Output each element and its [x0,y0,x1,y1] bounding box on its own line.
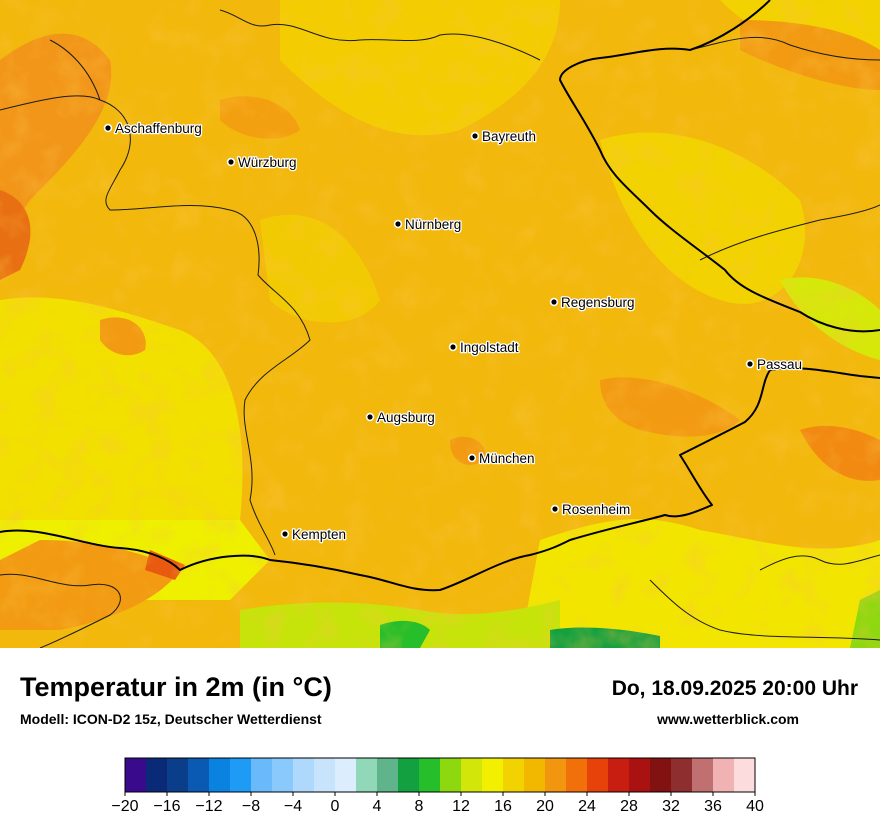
city-dot [226,157,236,167]
colorbar-tick-label: 36 [704,798,722,815]
colorbar-swatch [314,758,336,792]
city-label: Kempten [292,527,346,542]
colorbar-swatch [692,758,714,792]
colorbar-swatch [524,758,546,792]
colorbar-tick-label: 8 [415,798,424,815]
colorbar-frame [124,757,756,793]
city-kempten: Kempten [280,526,347,543]
city-bayreuth: Bayreuth [470,128,537,145]
colorbar-tick-label: 32 [662,798,680,815]
footer-panel [0,648,880,830]
city-dot [549,297,559,307]
colorbar-tick-label: 12 [452,798,470,815]
city-rosenheim: Rosenheim [550,501,632,518]
city-ingolstadt: Ingolstadt [448,339,520,356]
city-dot [470,131,480,141]
colorbar-swatch [629,758,651,792]
city-münchen: München [467,450,536,467]
colorbar-swatch [419,758,441,792]
colorbar-tick-label: 0 [331,798,340,815]
city-aschaffenburg: Aschaffenburg [103,120,203,137]
colorbar-tick-label: 28 [620,798,638,815]
city-label: München [479,451,535,466]
colorbar-tick-label: −16 [153,798,180,815]
city-dot [280,529,290,539]
colorbar-swatch [482,758,504,792]
website-link[interactable]: www.wetterblick.com [657,711,799,727]
colorbar-swatch [566,758,588,792]
city-label: Regensburg [561,295,635,310]
city-dot [448,342,458,352]
colorbar-swatch [356,758,378,792]
colorbar-swatch [650,758,672,792]
city-augsburg: Augsburg [365,409,436,426]
city-label: Bayreuth [482,129,536,144]
colorbar-swatch [293,758,315,792]
city-nürnberg: Nürnberg [393,216,463,233]
bavaria-border [0,0,880,592]
city-label: Würzburg [238,155,297,170]
city-label: Nürnberg [405,217,461,232]
colorbar-swatch [377,758,399,792]
colorbar-swatch [503,758,525,792]
colorbar-tick-label: −20 [111,798,138,815]
colorbar-swatch [608,758,630,792]
colorbar-swatch [461,758,483,792]
colorbar-swatch [167,758,189,792]
city-label: Augsburg [377,410,435,425]
valid-datetime: Do, 18.09.2025 20:00 Uhr [611,677,858,700]
colorbar-tick-label: 16 [494,798,512,815]
colorbar-swatch [251,758,273,792]
city-dot [393,219,403,229]
city-dot [745,359,755,369]
colorbar-tick-label: −4 [284,798,302,815]
city-dot [103,123,113,133]
colorbar-swatch [146,758,168,792]
model-subtitle: Modell: ICON-D2 15z, Deutscher Wetterdie… [20,711,322,727]
colorbar-swatch [125,758,147,792]
colorbar-tick-label: 24 [578,798,596,815]
city-dot [467,453,477,463]
colorbar-tick-label: 20 [536,798,554,815]
colorbar-swatches [124,757,756,793]
map-title: Temperatur in 2m (in °C) [20,672,332,702]
colorbar-tick-label: 4 [373,798,382,815]
colorbar-swatch [272,758,294,792]
city-regensburg: Regensburg [549,294,636,311]
colorbar-swatch [545,758,567,792]
colorbar-swatch [713,758,735,792]
city-label: Rosenheim [562,502,630,517]
colorbar-swatch [230,758,252,792]
city-label: Ingolstadt [460,340,519,355]
city-dot [365,412,375,422]
colorbar-tick-label: −8 [242,798,260,815]
region-boundaries [0,9,880,648]
city-markers: Aschaffenburg Würzburg Bayreuth Nürnberg Reg… [103,120,803,543]
colorbar-swatch [209,758,231,792]
city-label: Aschaffenburg [115,121,202,136]
colorbar-swatch [587,758,609,792]
colorbar-swatch [734,758,756,792]
temperature-map: Aschaffenburg Würzburg Bayreuth Nürnberg Reg… [0,0,880,648]
colorbar-tick-label: 40 [746,798,764,815]
city-dot [550,504,560,514]
colorbar-ticks: −20 −16 −12 −8 −4 0 4 8 12 16 20 24 28 32 36 40 [111,792,764,815]
colorbar-swatch [335,758,357,792]
colorbar-swatch [440,758,462,792]
city-label: Passau [757,357,802,372]
city-passau: Passau [745,356,803,373]
colorbar-tick-label: −12 [195,798,222,815]
temperature-texture [0,0,880,648]
colorbar-swatch [671,758,693,792]
colorbar-swatch [398,758,420,792]
colorbar-swatch [188,758,210,792]
city-würzburg: Würzburg [226,154,298,171]
temperature-colorbar: −20 −16 −12 −8 −4 0 4 8 12 16 20 24 28 32 36 40 [111,757,764,815]
